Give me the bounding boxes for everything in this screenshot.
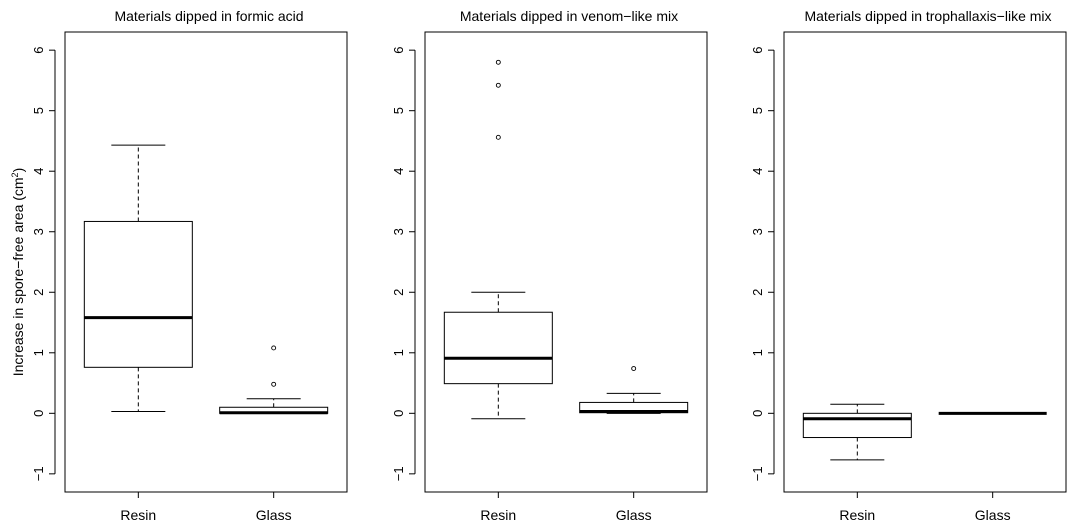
panel-title: Materials dipped in trophallaxis−like mi… [804, 8, 1051, 24]
outlier-point [271, 345, 277, 351]
y-tick-label: 3 [31, 228, 46, 235]
outlier-point [495, 59, 501, 65]
x-category-label: Resin [839, 507, 875, 523]
outlier-point [271, 381, 277, 387]
outlier-point [495, 82, 501, 88]
iqr-box [802, 412, 912, 439]
outlier-point [495, 134, 501, 140]
y-tick-label: −1 [31, 466, 46, 481]
panel-title: Materials dipped in formic acid [114, 8, 303, 24]
panel-2: Materials dipped in venom−like mix −1 0 1 2 3… [391, 8, 708, 523]
box-resin [443, 59, 553, 420]
outlier-point [631, 366, 637, 371]
y-tick-label: 1 [750, 349, 765, 356]
y-tick-label: −1 [750, 466, 765, 481]
panel-title: Materials dipped in venom−like mix [460, 8, 678, 24]
y-tick-label: 1 [391, 349, 406, 356]
y-tick-label: 0 [31, 410, 46, 417]
box-glass [579, 366, 689, 414]
y-tick-label: 0 [391, 410, 406, 417]
y-axis-label: Increase in spore−free area (cm2) [10, 168, 26, 377]
x-category-label: Resin [120, 507, 156, 523]
y-tick-label: 2 [750, 289, 765, 296]
x-category-label: Glass [256, 507, 292, 523]
y-tick-label: 3 [391, 228, 406, 235]
y-tick-label: 4 [391, 168, 406, 175]
y-tick-label: 6 [31, 47, 46, 54]
panel-1: Materials dipped in formic acid −1 0 1 2 3 4 5 6… [31, 8, 348, 523]
box-glass [219, 345, 329, 415]
y-tick-label: −1 [391, 466, 406, 481]
iqr-box [83, 220, 193, 368]
y-tick-label: 2 [31, 289, 46, 296]
iqr-box [443, 311, 553, 385]
y-tick-label: 5 [31, 107, 46, 114]
y-tick-label: 6 [391, 47, 406, 54]
box-resin [802, 403, 912, 461]
box-resin [83, 144, 193, 412]
y-tick-label: 4 [31, 168, 46, 175]
panel-3: Materials dipped in trophallaxis−like mi… [750, 8, 1067, 523]
x-category-label: Resin [480, 507, 516, 523]
x-category-label: Glass [975, 507, 1011, 523]
y-tick-label: 5 [391, 107, 406, 114]
y-tick-label: 5 [750, 107, 765, 114]
x-category-label: Glass [616, 507, 652, 523]
y-tick-label: 2 [391, 289, 406, 296]
y-tick-label: 4 [750, 168, 765, 175]
y-tick-label: 3 [750, 228, 765, 235]
y-tick-label: 6 [750, 47, 765, 54]
y-tick-label: 0 [750, 410, 765, 417]
plot-frame [424, 31, 708, 493]
y-tick-label: 1 [31, 349, 46, 356]
